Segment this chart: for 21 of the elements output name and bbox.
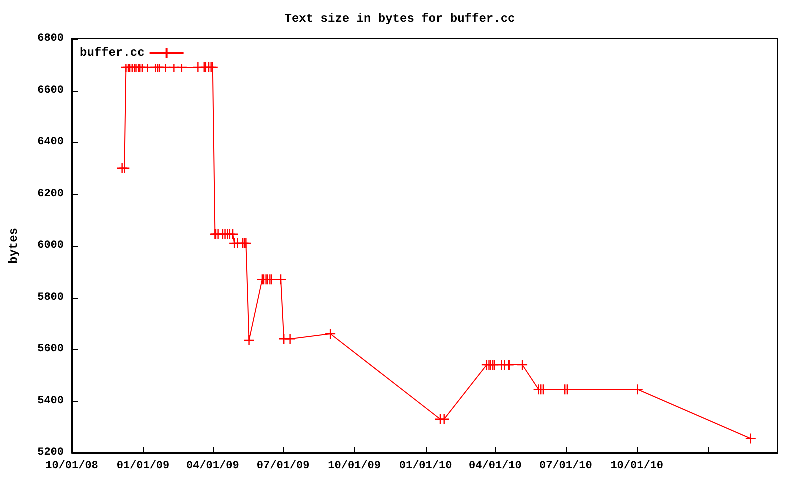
y-tick-label: 6400 [38,136,64,148]
x-tick-label: 10/01/08 [46,460,99,472]
y-tick-label: 6800 [38,33,64,45]
y-axis-title: bytes [7,228,21,264]
x-tick-label: 01/01/09 [116,460,170,472]
y-tick-label: 6000 [38,240,64,252]
x-tick-label: 01/01/10 [399,460,452,472]
y-tick-label: 5400 [38,395,64,408]
x-tick-label: 04/01/10 [469,460,522,472]
chart-title: Text size in bytes for buffer.cc [284,12,516,26]
x-tick-label: 04/01/09 [186,460,240,472]
x-tick-label: 07/01/10 [539,460,592,472]
y-tick-label: 5600 [38,344,64,356]
x-tick-label: 07/01/09 [256,460,310,472]
y-tick-label: 5800 [38,292,64,304]
y-tick-label: 5200 [38,447,64,459]
y-tick-label: 6200 [38,188,64,200]
y-tick-label: 6600 [38,84,64,97]
x-tick-label: 10/01/10 [610,460,664,472]
legend-label: buffer.cc [80,46,145,60]
x-tick-label: 10/01/09 [328,460,381,472]
